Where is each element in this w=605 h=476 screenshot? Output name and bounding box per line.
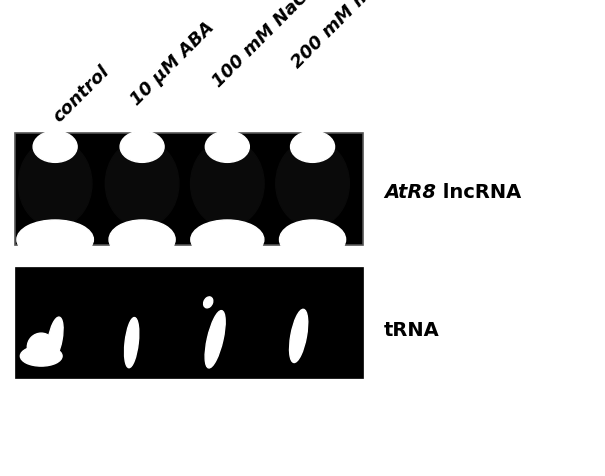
Ellipse shape bbox=[47, 317, 63, 361]
Ellipse shape bbox=[109, 220, 175, 259]
Ellipse shape bbox=[27, 333, 55, 361]
Ellipse shape bbox=[205, 131, 249, 162]
Ellipse shape bbox=[306, 224, 339, 244]
Ellipse shape bbox=[290, 131, 335, 162]
Text: AtR8: AtR8 bbox=[384, 183, 436, 202]
Text: control: control bbox=[50, 62, 113, 126]
Ellipse shape bbox=[120, 131, 164, 162]
Bar bbox=[15, 267, 363, 378]
Ellipse shape bbox=[276, 140, 349, 227]
Ellipse shape bbox=[136, 224, 169, 244]
Text: 200 mM mannitol: 200 mM mannitol bbox=[289, 0, 426, 71]
Ellipse shape bbox=[47, 224, 86, 244]
Ellipse shape bbox=[191, 140, 264, 227]
Text: lncRNA: lncRNA bbox=[436, 183, 521, 202]
Ellipse shape bbox=[18, 140, 92, 227]
Ellipse shape bbox=[33, 131, 77, 162]
Bar bbox=[15, 133, 363, 245]
Ellipse shape bbox=[17, 220, 93, 259]
Text: 100 mM NaCl: 100 mM NaCl bbox=[209, 0, 316, 90]
Ellipse shape bbox=[220, 224, 257, 244]
Text: tRNA: tRNA bbox=[384, 321, 440, 340]
Ellipse shape bbox=[125, 317, 139, 367]
Ellipse shape bbox=[205, 311, 225, 368]
Ellipse shape bbox=[105, 140, 179, 227]
Ellipse shape bbox=[216, 133, 231, 145]
Ellipse shape bbox=[131, 133, 145, 145]
Ellipse shape bbox=[191, 220, 264, 259]
Ellipse shape bbox=[44, 133, 58, 145]
Ellipse shape bbox=[204, 297, 213, 308]
Ellipse shape bbox=[21, 346, 62, 366]
Ellipse shape bbox=[280, 220, 345, 259]
Ellipse shape bbox=[301, 133, 316, 145]
Text: 10 μM ABA: 10 μM ABA bbox=[127, 19, 218, 109]
Ellipse shape bbox=[290, 309, 308, 363]
